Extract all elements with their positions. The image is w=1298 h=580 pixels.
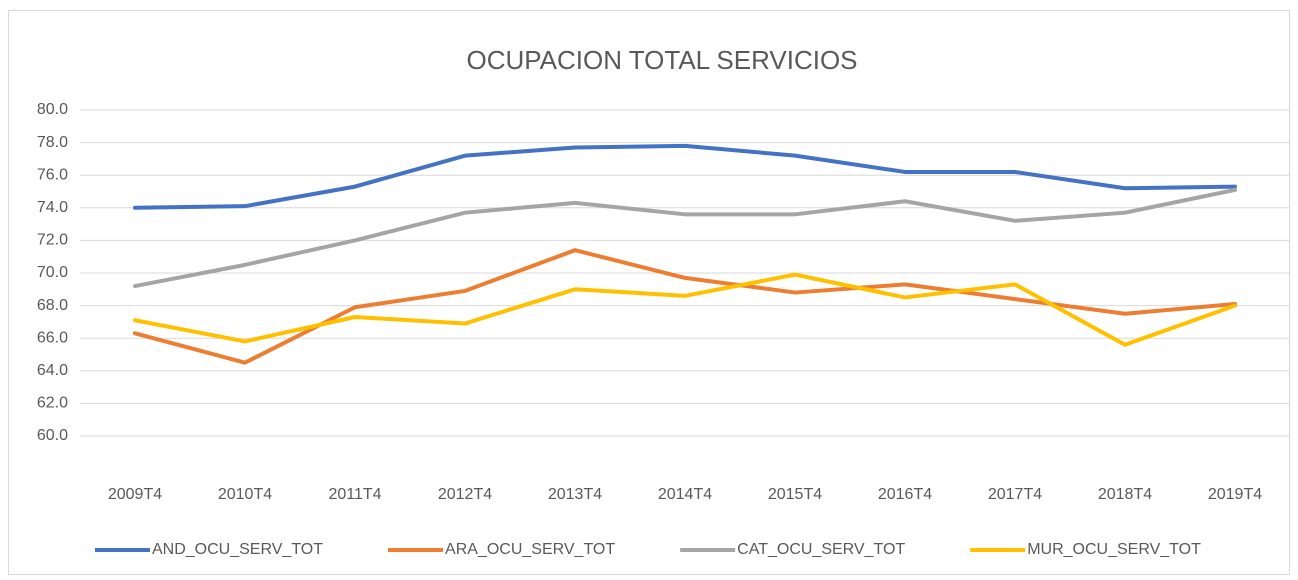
x-tick-label: 2016T4 [878,486,932,503]
y-tick-label: 70.0 [37,264,68,281]
series-line [133,187,1237,289]
x-tick-label: 2019T4 [1208,486,1262,503]
chart-title: OCUPACION TOTAL SERVICIOS [466,45,857,75]
x-tick-label: 2015T4 [768,486,822,503]
series-line [133,272,1237,347]
y-tick-label: 64.0 [37,362,68,379]
series-line [133,143,1237,210]
y-tick-label: 62.0 [37,395,68,412]
legend-label: AND_OCU_SERV_TOT [152,541,323,558]
y-tick-label: 68.0 [37,297,68,314]
x-tick-label: 2014T4 [658,486,712,503]
y-tick-label: 60.0 [37,427,68,444]
y-tick-label: 76.0 [37,166,68,183]
y-tick-label: 78.0 [37,134,68,151]
x-tick-label: 2018T4 [1098,486,1152,503]
x-tick-label: 2013T4 [548,486,602,503]
y-tick-label: 72.0 [37,232,68,249]
legend-label: MUR_OCU_SERV_TOT [1027,541,1201,558]
y-tick-label: 66.0 [37,329,68,346]
y-tick-label: 74.0 [37,199,68,216]
legend-label: ARA_OCU_SERV_TOT [445,541,615,558]
x-tick-label: 2010T4 [218,486,272,503]
x-tick-label: 2009T4 [108,486,162,503]
x-tick-label: 2011T4 [328,486,381,503]
y-tick-label: 80.0 [37,101,68,118]
x-tick-label: 2012T4 [438,486,492,503]
x-tick-label: 2017T4 [988,486,1042,503]
legend-label: CAT_OCU_SERV_TOT [737,541,905,558]
